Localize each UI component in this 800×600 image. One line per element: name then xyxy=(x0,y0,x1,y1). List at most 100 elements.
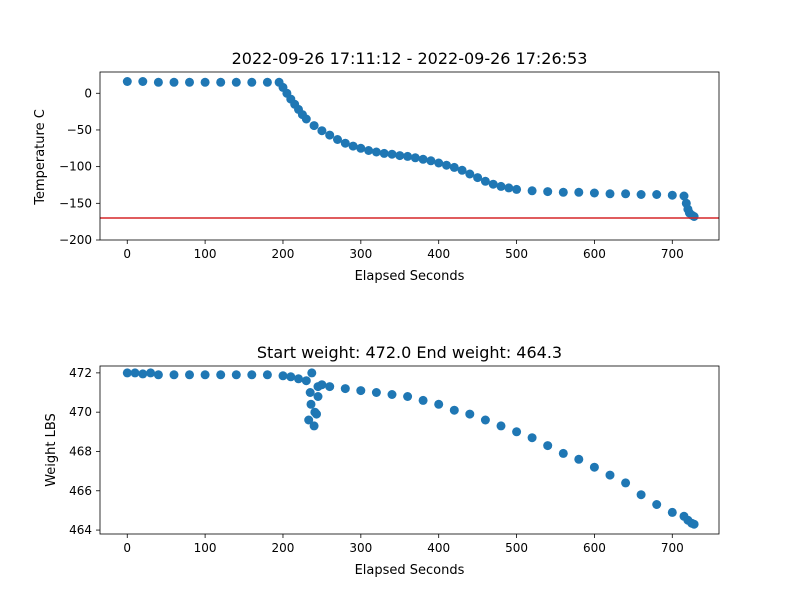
weight-data-point xyxy=(262,370,272,380)
temperature-data-point xyxy=(410,153,420,163)
weight-data-point xyxy=(387,390,397,399)
weight-y-tick-label: 470 xyxy=(69,405,92,419)
temperature-data-point xyxy=(449,162,459,172)
weight-y-tick-label: 464 xyxy=(69,523,92,537)
weight-x-tick-label: 600 xyxy=(583,541,606,555)
temperature-data-point xyxy=(403,151,413,161)
weight-data-point xyxy=(153,370,163,380)
weight-x-axis-label: Elapsed Seconds xyxy=(355,563,465,578)
weight-data-point xyxy=(286,372,296,382)
weight-data-point xyxy=(480,415,490,425)
weight-data-point xyxy=(449,405,459,415)
temperature-data-point xyxy=(333,135,342,144)
weight-data-point xyxy=(543,441,553,451)
weight-data-point xyxy=(304,415,314,425)
weight-data-point xyxy=(307,368,317,378)
temperature-data-point xyxy=(340,138,350,148)
weight-data-point xyxy=(185,370,194,380)
temperature-data-point xyxy=(200,77,210,87)
temperature-data-point xyxy=(504,183,514,193)
weight-x-tick-label: 100 xyxy=(194,541,217,555)
weight-y-axis-label: Weight LBS xyxy=(44,413,59,487)
temperature-data-point xyxy=(434,158,444,168)
temperature-data-point xyxy=(379,148,389,158)
temperature-data-point xyxy=(488,179,498,189)
temperature-data-point xyxy=(457,165,467,175)
weight-data-point xyxy=(667,507,677,517)
weight-data-point xyxy=(558,448,568,458)
temperature-data-point xyxy=(426,156,436,166)
temperature-data-point xyxy=(371,147,381,157)
weight-data-point xyxy=(216,370,226,380)
temperature-data-point xyxy=(317,126,327,136)
temperature-data-point xyxy=(387,149,397,159)
temperature-x-tick-label: 200 xyxy=(272,247,295,261)
weight-data-point xyxy=(512,427,522,437)
weight-data-point xyxy=(589,462,599,472)
temperature-y-tick-label: −200 xyxy=(59,233,92,247)
weight-data-point xyxy=(301,376,311,386)
weight-data-point xyxy=(122,368,132,378)
temperature-data-point xyxy=(496,181,506,191)
weight-data-point xyxy=(231,370,241,380)
weight-data-point xyxy=(313,392,323,401)
weight-x-tick-label: 400 xyxy=(427,541,450,555)
weight-data-point xyxy=(130,368,140,378)
temperature-chart-title: 2022-09-26 17:11:12 - 2022-09-26 17:26:5… xyxy=(232,49,588,68)
weight-data-point xyxy=(146,368,156,378)
weight-data-point xyxy=(200,370,210,380)
temperature-points xyxy=(122,77,699,221)
weight-x-tick-label: 200 xyxy=(272,541,295,555)
weight-x-tick-label: 500 xyxy=(505,541,528,555)
weight-data-point xyxy=(306,399,316,409)
temperature-data-point xyxy=(185,77,194,87)
temperature-x-tick-label: 700 xyxy=(661,247,684,261)
temperature-data-point xyxy=(301,114,311,124)
weight-data-point xyxy=(169,370,179,380)
weight-x-tick-label: 700 xyxy=(661,541,684,555)
temperature-data-point xyxy=(527,186,537,196)
temperature-data-point xyxy=(325,130,335,140)
weight-data-point xyxy=(418,395,428,405)
temperature-data-point xyxy=(356,143,366,153)
temperature-data-point xyxy=(652,190,662,199)
temperature-data-point xyxy=(574,187,584,197)
temperature-x-tick-label: 100 xyxy=(194,247,217,261)
temperature-x-tick-label: 600 xyxy=(583,247,606,261)
temperature-y-tick-label: −150 xyxy=(59,196,92,210)
temperature-data-point xyxy=(465,169,475,179)
weight-data-point xyxy=(247,370,257,380)
temperature-y-axis-label: Temperature C xyxy=(33,109,48,206)
weight-subplot: Start weight: 472.0 End weight: 464.3 El… xyxy=(44,343,720,578)
temperature-data-point xyxy=(636,190,646,199)
temperature-data-point xyxy=(667,190,677,200)
temperature-subplot: 2022-09-26 17:11:12 - 2022-09-26 17:26:5… xyxy=(33,49,720,284)
weight-data-point xyxy=(305,388,315,397)
temperature-x-tick-label: 0 xyxy=(123,247,131,261)
weight-data-point xyxy=(278,371,288,381)
weight-data-point xyxy=(689,519,699,529)
weight-data-point xyxy=(356,386,366,396)
weight-chart-title: Start weight: 472.0 End weight: 464.3 xyxy=(257,343,562,362)
temperature-y-tick-label: 0 xyxy=(84,86,92,100)
weight-data-point xyxy=(605,470,615,480)
weight-data-point xyxy=(294,374,303,384)
temperature-data-point xyxy=(589,188,599,198)
weight-y-tick-label: 466 xyxy=(69,484,92,498)
temperature-data-point xyxy=(480,176,490,186)
temperature-data-point xyxy=(262,77,272,87)
temperature-data-point xyxy=(418,154,428,164)
weight-data-point xyxy=(325,382,335,392)
temperature-y-tick-label: −50 xyxy=(67,123,92,137)
weight-data-point xyxy=(371,388,381,397)
weight-data-point xyxy=(652,500,662,509)
weight-points xyxy=(122,368,699,529)
temperature-data-point xyxy=(138,77,148,86)
temperature-data-point xyxy=(216,77,226,87)
temperature-data-point xyxy=(122,77,132,86)
weight-data-point xyxy=(434,399,444,409)
weight-data-point xyxy=(309,421,319,431)
weight-data-point xyxy=(636,490,646,500)
weight-data-point xyxy=(138,369,148,379)
